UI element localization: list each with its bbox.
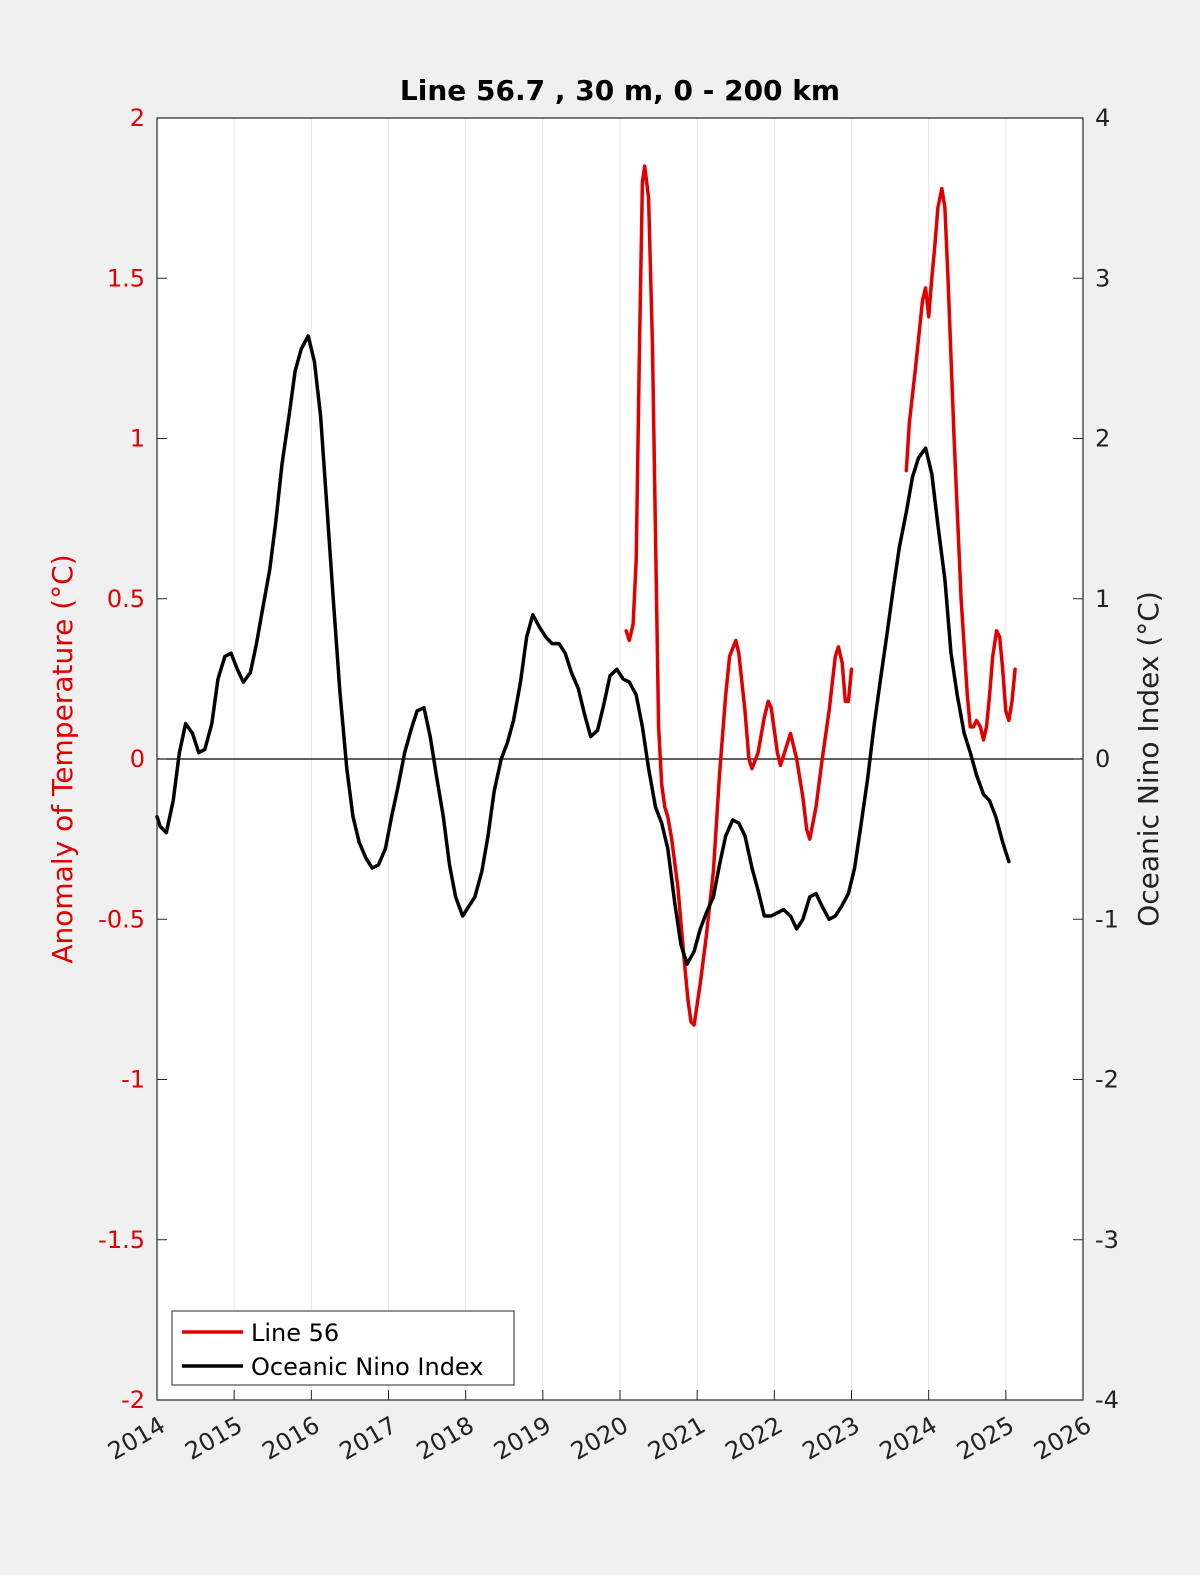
series-line56-line (624, 164, 854, 1027)
left-tick-label: -2 (121, 1386, 145, 1414)
left-tick-label: -1 (121, 1066, 145, 1094)
series-layer (155, 164, 1017, 1027)
right-tick-label: -3 (1095, 1226, 1119, 1254)
left-tick-label: -0.5 (98, 905, 145, 933)
right-tick-label: -1 (1095, 905, 1119, 933)
left-tick-label: 1 (130, 425, 145, 453)
right-tick-label: 3 (1095, 264, 1110, 292)
right-tick-label: 4 (1095, 104, 1110, 132)
left-tick-label: -1.5 (98, 1226, 145, 1254)
right-axis: -4 -3 -2 -1 0 1 2 3 4 (1073, 104, 1119, 1414)
right-tick-label: -4 (1095, 1386, 1119, 1414)
left-tick-label: 2 (130, 104, 145, 132)
series-line56-line (904, 186, 1017, 742)
right-tick-label: 1 (1095, 585, 1110, 613)
left-tick-label: 1.5 (107, 264, 145, 292)
series-oni-line (155, 334, 1011, 966)
right-axis-label: Oceanic Nino Index (°C) (1132, 591, 1165, 927)
right-tick-label: 2 (1095, 425, 1110, 453)
left-axis: -2 -1.5 -1 -0.5 0 0.5 1 1.5 2 (98, 104, 167, 1414)
legend-box (171, 1310, 515, 1386)
left-tick-label: 0 (130, 745, 145, 773)
right-tick-label: -2 (1095, 1066, 1119, 1094)
left-tick-label: 0.5 (107, 585, 145, 613)
chart-title: Line 56.7 , 30 m, 0 - 200 km (400, 74, 840, 107)
legend-label-oni: Oceanic Nino Index (251, 1353, 483, 1381)
legend: Line 56 Oceanic Nino Index (171, 1310, 515, 1386)
left-axis-label: Anomaly of Temperature (°C) (46, 554, 79, 963)
right-tick-label: 0 (1095, 745, 1110, 773)
legend-label-line56: Line 56 (251, 1319, 339, 1347)
